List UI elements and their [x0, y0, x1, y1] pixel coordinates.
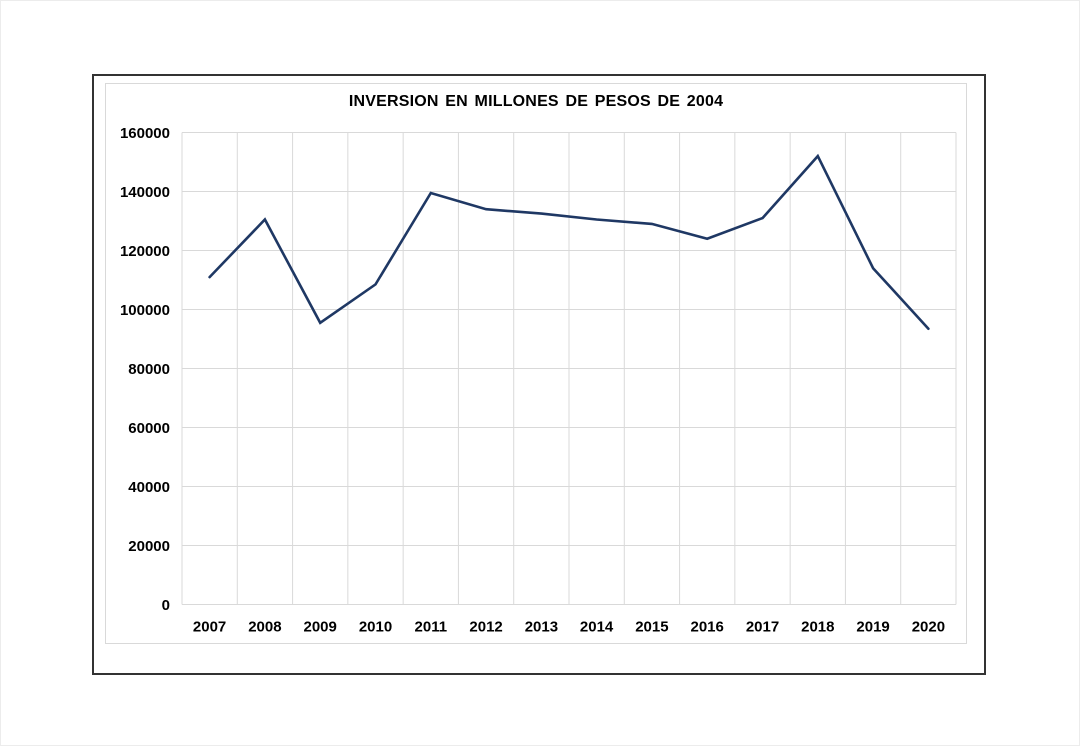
x-tick-label: 2018	[801, 619, 834, 636]
x-tick-label: 2010	[359, 619, 392, 636]
y-tick-label: 140000	[120, 184, 170, 201]
x-axis-tick-labels: 2007 2008 2009 2010 2011 2012 2013 2014 2015 2016…	[193, 619, 945, 636]
chart-frame: INVERSION EN MILLONES DE PESOS DE 2004 0…	[92, 74, 986, 675]
x-tick-label: 2008	[248, 619, 281, 636]
chart-title: INVERSION EN MILLONES DE PESOS DE 2004	[348, 93, 724, 110]
x-tick-label: 2009	[304, 619, 337, 636]
y-axis-tick-labels: 0 20000 40000 60000 80000 100000 120000 140000 1…	[120, 125, 170, 614]
investment-line-series	[208, 153, 930, 330]
y-tick-label: 40000	[128, 479, 170, 496]
y-tick-label: 100000	[120, 302, 170, 319]
y-tick-label: 60000	[128, 420, 170, 437]
x-tick-label: 2013	[525, 619, 558, 636]
x-tick-label: 2015	[635, 619, 668, 636]
y-tick-label: 80000	[128, 361, 170, 378]
x-tick-label: 2016	[691, 619, 724, 636]
y-tick-label: 20000	[128, 538, 170, 555]
x-tick-label: 2007	[193, 619, 226, 636]
x-tick-label: 2011	[415, 619, 448, 636]
x-tick-label: 2017	[746, 619, 779, 636]
y-tick-label: 160000	[120, 125, 170, 142]
y-tick-label: 120000	[120, 243, 170, 260]
line-chart-svg: 0 20000 40000 60000 80000 100000 120000 140000 1…	[120, 125, 957, 636]
x-tick-label: 2019	[856, 619, 889, 636]
x-tick-label: 2012	[469, 619, 502, 636]
chart-area: INVERSION EN MILLONES DE PESOS DE 2004 0…	[105, 83, 967, 644]
y-tick-label: 0	[162, 597, 170, 614]
x-tick-label: 2014	[580, 619, 614, 636]
x-tick-label: 2020	[912, 619, 945, 636]
